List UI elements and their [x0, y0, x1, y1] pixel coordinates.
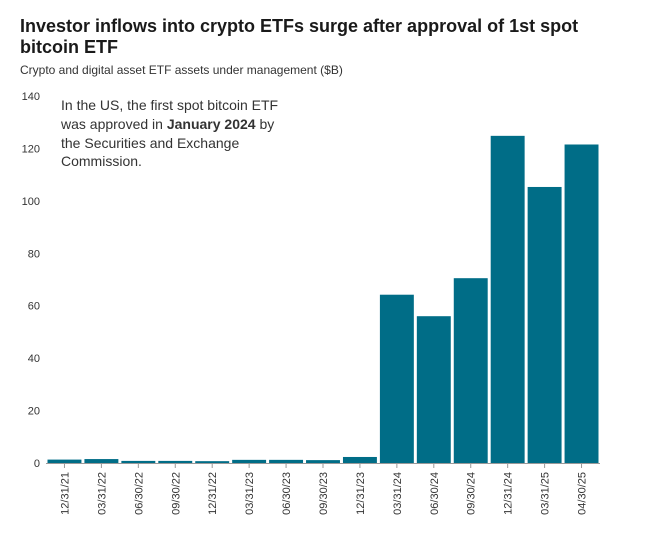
- x-tick-label: 06/30/24: [429, 472, 441, 515]
- bars: [47, 135, 599, 464]
- bar: [306, 460, 340, 463]
- bar: [158, 460, 193, 463]
- x-tick-label: 12/31/23: [355, 472, 367, 515]
- annotation-line-3: the Securities and Exchange: [61, 135, 239, 151]
- bar: [453, 278, 488, 463]
- y-tick-label: 140: [22, 91, 40, 103]
- bar: [47, 459, 82, 463]
- annotation-line-2-pre: was approved in: [60, 116, 167, 132]
- chart-title: Investor inflows into crypto ETFs surge …: [20, 16, 579, 57]
- x-tick-label: 04/30/25: [577, 472, 589, 515]
- annotation-line-2-post: by: [256, 116, 275, 132]
- x-tick-label: 03/31/24: [392, 472, 404, 515]
- bar: [84, 459, 119, 463]
- y-tick-label: 0: [34, 458, 40, 470]
- bar: [342, 456, 377, 463]
- annotation-line-2: was approved in January 2024 by: [60, 116, 274, 132]
- annotation-date: January 2024: [167, 116, 256, 132]
- annotation: In the US, the first spot bitcoin ETF wa…: [60, 97, 282, 169]
- bar: [121, 460, 156, 463]
- x-tick-label: 06/30/22: [133, 472, 145, 515]
- bar: [232, 459, 267, 463]
- bar: [527, 186, 562, 464]
- y-axis: 0 20 40 60 80 100 120 140: [22, 91, 40, 470]
- y-tick-label: 100: [22, 196, 40, 208]
- chart-subtitle: Crypto and digital asset ETF assets unde…: [20, 63, 343, 77]
- x-tick-label: 09/30/24: [466, 472, 478, 515]
- x-tick-label: 09/30/22: [170, 472, 182, 515]
- x-tick-label: 09/30/23: [318, 472, 330, 515]
- y-tick-label: 80: [28, 248, 40, 260]
- bar: [490, 135, 525, 464]
- x-tick-label: 12/31/21: [59, 472, 71, 515]
- y-tick-label: 60: [28, 301, 40, 313]
- annotation-line-1: In the US, the first spot bitcoin ETF: [61, 97, 278, 113]
- bar: [195, 461, 230, 463]
- annotation-line-4: Commission.: [61, 153, 142, 169]
- y-tick-label: 120: [22, 143, 40, 155]
- bar: [379, 294, 414, 463]
- x-tick-label: 12/31/22: [207, 472, 219, 515]
- x-tick-label: 03/31/25: [540, 472, 552, 515]
- y-tick-label: 20: [28, 406, 40, 418]
- bar: [269, 459, 304, 463]
- bar: [564, 144, 599, 463]
- x-tick-label: 03/31/23: [244, 472, 256, 515]
- x-tick-label: 06/30/23: [281, 472, 293, 515]
- y-tick-label: 40: [28, 353, 40, 365]
- x-axis: 12/31/21 03/31/22 06/30/22 09/30/22 12/31/22…: [59, 463, 589, 515]
- x-tick-label: 12/31/24: [503, 472, 515, 515]
- x-tick-label: 03/31/22: [96, 472, 108, 515]
- bar: [416, 316, 451, 463]
